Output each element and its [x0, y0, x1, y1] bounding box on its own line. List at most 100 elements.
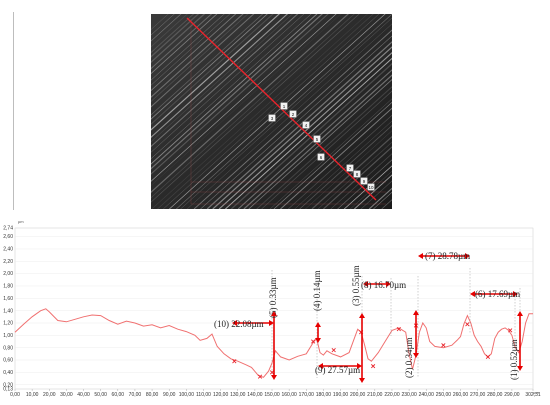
surface-streak: [261, 90, 392, 209]
surface-streak: [193, 29, 392, 209]
x-tick-label: 280,00: [487, 392, 503, 398]
arrow-head: [470, 291, 475, 297]
x-tick-label: 50,00: [94, 392, 107, 398]
surface-streak: [269, 98, 392, 209]
arrow-head: [418, 253, 423, 259]
x-tick-label: 30,00: [60, 392, 73, 398]
x-tick-label: 120,00: [213, 392, 229, 398]
surface-streak: [288, 114, 392, 209]
surface-streak: [344, 165, 392, 209]
surface-streak: [151, 14, 324, 170]
surface-streak: [237, 69, 392, 209]
surface-streak: [151, 14, 299, 148]
micrograph-marker-box: [302, 121, 310, 129]
surface-streak: [157, 14, 374, 209]
y-tick-label: 1,00: [3, 333, 13, 339]
x-tick-label: 290,00: [504, 392, 520, 398]
x-tick-label: 250,00: [436, 392, 452, 398]
surface-streak: [151, 14, 360, 203]
micrograph-marker-label: 4: [305, 123, 308, 128]
micrograph-marker-label: 8: [356, 172, 359, 177]
surface-streak: [151, 14, 274, 125]
x-tick-label: 80,00: [146, 392, 159, 398]
surface-streak: [337, 159, 392, 209]
micrograph-marker-label: 9: [363, 179, 366, 184]
micrograph-marker-box: [317, 153, 325, 161]
x-tick-label: 140,00: [247, 392, 263, 398]
x-tick-label: 240,00: [419, 392, 435, 398]
point-marker: [465, 322, 470, 327]
surface-streak: [187, 23, 392, 209]
arrow-head: [232, 320, 237, 326]
point-marker: [508, 328, 513, 333]
surface-streak: [169, 14, 386, 209]
annotation-3: (3) 0.55µm: [351, 265, 361, 306]
x-tick-label: 230,00: [401, 392, 417, 398]
surface-streak: [151, 14, 312, 160]
surface-streak: [243, 74, 392, 209]
arrow-head: [271, 375, 277, 380]
measurement-arrows: [232, 253, 523, 383]
arrow-head: [386, 281, 391, 287]
annotation-5: (5) 0.33µm: [268, 277, 278, 318]
arrow-head: [269, 320, 274, 326]
arrow-head: [315, 322, 321, 327]
micrograph-marker-box: [367, 183, 375, 191]
surface-streak: [151, 14, 318, 165]
annotation-6: (6) 17.69µm: [475, 289, 520, 299]
annotation-1: (1) 0.52µm: [509, 339, 519, 380]
divider-line: [13, 12, 14, 210]
y-tick-label: 0,80: [3, 345, 13, 351]
micrograph-marker-label: 7: [349, 166, 352, 171]
micrograph-marker-box: [346, 164, 354, 172]
point-marker: [257, 374, 263, 379]
surface-streak: [206, 41, 392, 209]
surface-streak: [322, 146, 392, 209]
surface-streak: [230, 62, 392, 209]
surface-streak: [151, 14, 337, 182]
profile-chart: µm µm 0,130,20 0,40 0,60 0,80 1,00 1,20 1,40 1,…: [3, 219, 541, 398]
x-tick-label: 302,31: [525, 392, 541, 398]
surface-streak: [273, 101, 392, 209]
surface-streak: [151, 14, 255, 108]
x-tick-label: 40,00: [77, 392, 90, 398]
y-tick-label: 0,60: [3, 358, 13, 364]
x-tick-label: 170,00: [299, 392, 315, 398]
annotation-9: (9) 27.57µm: [315, 365, 360, 375]
y-tick-label: 2,60: [3, 234, 13, 240]
surface-streak: [317, 141, 392, 209]
y-tick-label: 1,40: [3, 308, 13, 314]
surface-streak: [151, 14, 264, 116]
x-tick-label: 70,00: [129, 392, 142, 398]
surface-streak: [151, 14, 289, 138]
x-tick-label: 110,00: [196, 392, 211, 398]
surface-streak: [151, 14, 368, 209]
y-tick-label: 1,60: [3, 296, 13, 302]
surface-streak: [256, 86, 392, 209]
surface-streak: [180, 17, 392, 209]
arrow-head: [318, 363, 323, 369]
surface-streak: [248, 78, 392, 209]
arrow-head: [357, 363, 362, 369]
x-tick-label: 100,00: [179, 392, 195, 398]
arrow-head: [517, 366, 523, 371]
micrograph-marker-box: [360, 177, 368, 185]
micrograph-marker-box: [280, 102, 288, 110]
grid-overlay: [190, 19, 386, 205]
x-axis-ticks: 0,00 10,00 20,00 30,00 40,00 50,00 60,00 70,00 8…: [10, 389, 541, 398]
point-marker: [331, 348, 336, 353]
surface-streak: [218, 51, 392, 209]
surface-streak: [176, 14, 392, 209]
arrow-head: [315, 338, 321, 343]
arrow-head: [513, 291, 518, 297]
annotation-2: (2) 0.34µm: [404, 337, 414, 378]
x-tick-label: 270,00: [470, 392, 486, 398]
arrow-head: [413, 310, 419, 315]
arrow-head: [359, 378, 365, 383]
micrograph-marker-box: [289, 110, 297, 118]
y-tick-label: 2,74: [3, 226, 13, 232]
point-marker: [441, 343, 446, 348]
profile-series-line: [14, 308, 533, 378]
surface-streak: [280, 107, 392, 209]
x-tick-label: 90,00: [163, 392, 176, 398]
